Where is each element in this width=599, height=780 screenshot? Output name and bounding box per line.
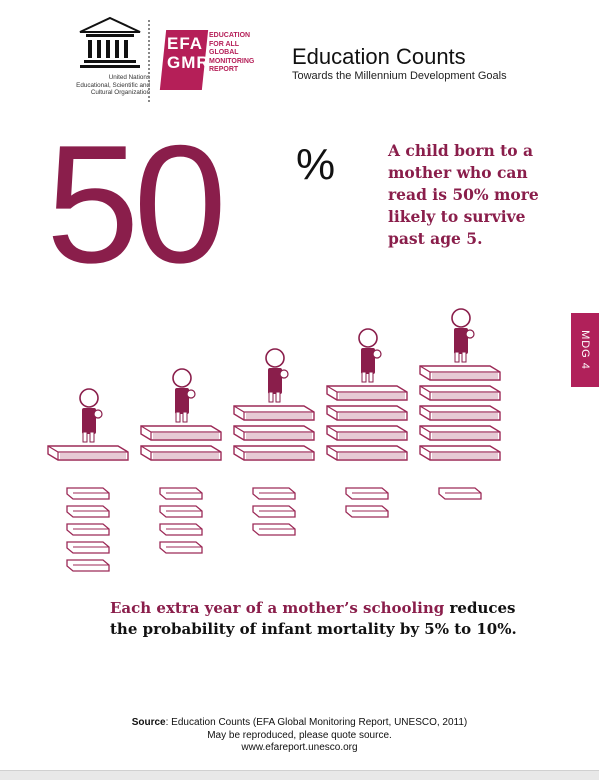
books-illustration xyxy=(47,308,501,572)
girl-leg-icon xyxy=(89,431,95,443)
book-icon xyxy=(419,445,501,461)
page-title: Education Counts xyxy=(292,44,466,69)
book-icon xyxy=(140,445,222,461)
book-spine-icon xyxy=(326,385,407,400)
girl-body-icon xyxy=(175,388,189,414)
efa-tagline: EDUCATION FOR ALL GLOBAL MONITORING REPO… xyxy=(209,32,269,75)
girl-leg-icon xyxy=(361,371,367,383)
girl-hand-icon xyxy=(93,409,103,419)
efa-tag-1: EDUCATION xyxy=(209,32,251,39)
bottom-highlight: Each extra year of a mother’s schooling xyxy=(110,599,445,617)
book-icon xyxy=(326,385,408,401)
girl-body-icon xyxy=(82,408,96,434)
efa-letters: EFA GMR xyxy=(167,34,210,72)
page-subtitle: Towards the Millennium Development Goals xyxy=(292,70,507,82)
source-text: : Education Counts (EFA Global Monitorin… xyxy=(165,717,468,728)
temple-icon xyxy=(79,16,141,68)
book-spine-icon xyxy=(419,445,500,460)
book-icon xyxy=(326,425,408,441)
source-label: Source xyxy=(131,717,166,728)
book-icon xyxy=(419,425,501,441)
book-icon xyxy=(326,445,408,461)
book-spine-icon xyxy=(419,365,500,380)
source-block: Source: Education Counts (EFA Global Mon… xyxy=(0,717,599,755)
book-spine-icon xyxy=(140,445,221,460)
girl-body-icon xyxy=(361,348,375,374)
source-line-1: Source: Education Counts (EFA Global Mon… xyxy=(0,717,599,730)
efa-tag-5: REPORT xyxy=(209,66,239,73)
girl-head-icon xyxy=(265,348,285,368)
girl-head-icon xyxy=(451,308,471,328)
unesco-org-name: United Nations Educational, Scientific a… xyxy=(70,74,150,97)
girl-head-icon xyxy=(358,328,378,348)
book-icon xyxy=(233,445,315,461)
unesco-logo: United Nations Educational, Scientific a… xyxy=(70,12,150,102)
mdg-tab: MDG 4 xyxy=(571,313,599,387)
book-spine-icon xyxy=(326,425,407,440)
girl-body-icon xyxy=(268,368,282,394)
book-icon xyxy=(233,425,315,441)
unesco-line-2: Educational, Scientific and xyxy=(76,81,150,89)
book-spine-icon xyxy=(140,425,221,440)
girl-head-icon xyxy=(79,388,99,408)
book-icon xyxy=(326,405,408,421)
book-icon xyxy=(419,365,501,381)
girl-leg-icon xyxy=(182,411,188,423)
girl-hand-icon xyxy=(279,369,289,379)
footer-bar xyxy=(0,770,599,780)
girl-leg-icon xyxy=(454,351,460,363)
book-icon xyxy=(419,385,501,401)
girl-hand-icon xyxy=(465,329,475,339)
book-spine-icon xyxy=(47,445,128,460)
girl-leg-icon xyxy=(368,371,374,383)
efa-tag-3: GLOBAL xyxy=(209,49,239,56)
efa-letters-bottom: GMR xyxy=(167,53,210,72)
bottom-line-2: the probability of infant mortality by 5… xyxy=(110,620,517,638)
book-spine-icon xyxy=(233,425,314,440)
efa-letters-top: EFA xyxy=(167,34,204,53)
big-statistic: 50 xyxy=(46,110,227,298)
girl-leg-icon xyxy=(268,391,274,403)
girl-leg-icon xyxy=(461,351,467,363)
girl-hand-icon xyxy=(372,349,382,359)
book-spine-icon xyxy=(233,445,314,460)
efa-tag-4: MONITORING xyxy=(209,57,255,65)
percent-sign: % xyxy=(296,140,336,189)
book-spine-icon xyxy=(419,385,500,400)
girl-leg-icon xyxy=(82,431,88,443)
book-spine-icon xyxy=(326,445,407,460)
unesco-line-1: United Nations xyxy=(108,74,150,81)
book-icon xyxy=(233,405,315,421)
book-icon xyxy=(419,405,501,421)
girl-head-icon xyxy=(172,368,192,388)
book-icon xyxy=(140,425,222,441)
source-line-2: May be reproduced, please quote source. xyxy=(207,729,392,741)
bottom-rest: reduces xyxy=(449,599,516,617)
source-url: www.efareport.unesco.org xyxy=(241,742,358,753)
mdg-tab-label: MDG 4 xyxy=(579,330,591,370)
book-spine-icon xyxy=(419,425,500,440)
book-spine-icon xyxy=(419,405,500,420)
efa-tag-2: FOR ALL xyxy=(209,40,240,48)
bottom-line-1: Each extra year of a mother’s schooling … xyxy=(110,598,570,619)
headline-fact: A child born to a mother who can read is… xyxy=(388,141,539,248)
bottom-statement: Each extra year of a mother’s schooling … xyxy=(110,598,570,640)
girl-hand-icon xyxy=(186,389,196,399)
book-spine-icon xyxy=(233,405,314,420)
book-icon xyxy=(47,445,129,461)
logo-divider xyxy=(148,20,150,102)
girl-leg-icon xyxy=(275,391,281,403)
efa-gmr-logo: EFA GMR EDUCATION FOR ALL GLOBAL MONITOR… xyxy=(159,30,263,90)
unesco-line-3: Cultural Organization xyxy=(90,89,150,97)
girl-leg-icon xyxy=(175,411,181,423)
book-spine-icon xyxy=(326,405,407,420)
girl-body-icon xyxy=(454,328,468,354)
